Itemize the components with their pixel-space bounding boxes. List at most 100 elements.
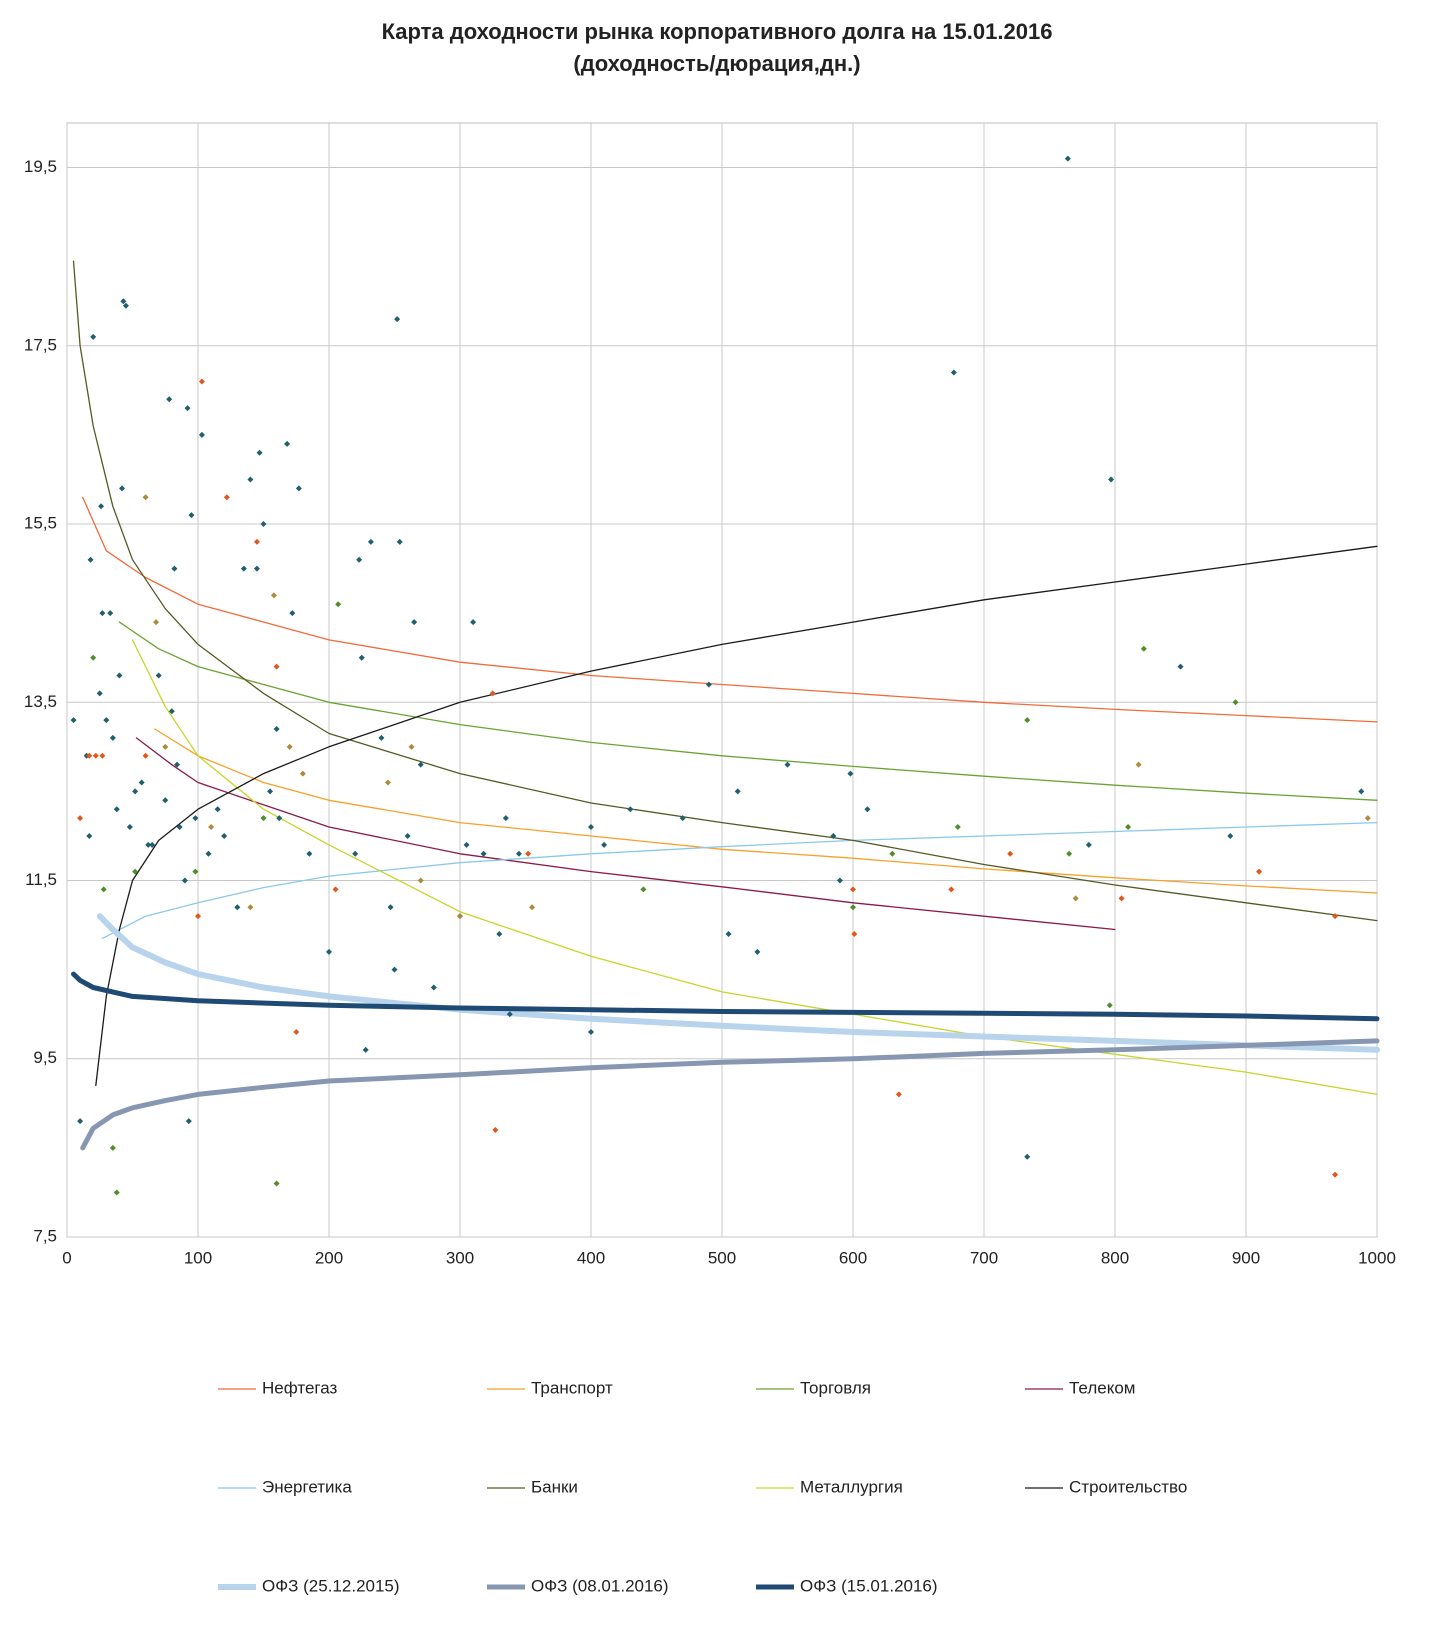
- data-point: [404, 832, 411, 839]
- data-point: [847, 770, 854, 777]
- legend-label: Транспорт: [531, 1378, 613, 1397]
- data-point: [103, 717, 110, 724]
- chart-subtitle: (доходность/дюрация,дн.): [573, 51, 860, 76]
- legend-label: Банки: [531, 1477, 578, 1496]
- data-point: [470, 619, 477, 626]
- data-point: [417, 877, 424, 884]
- data-point: [299, 770, 306, 777]
- data-point: [247, 476, 254, 483]
- y-tick-label: 15,5: [24, 514, 57, 533]
- data-point: [99, 752, 106, 759]
- trend-line: [82, 496, 1378, 723]
- x-tick-label: 800: [1101, 1248, 1129, 1267]
- data-point: [1024, 717, 1031, 724]
- data-point: [850, 886, 856, 893]
- data-point: [260, 815, 267, 822]
- data-point: [457, 913, 463, 920]
- data-point: [126, 824, 133, 831]
- data-point: [356, 556, 363, 563]
- legend-label: Металлургия: [800, 1477, 903, 1496]
- data-point: [284, 440, 291, 447]
- data-point: [830, 832, 837, 839]
- data-point: [1232, 699, 1239, 706]
- data-point: [1125, 824, 1132, 831]
- data-point: [166, 396, 173, 403]
- data-point: [221, 832, 228, 839]
- x-tick-label: 900: [1232, 1248, 1260, 1267]
- data-point: [192, 868, 199, 875]
- y-tick-label: 13,5: [24, 692, 57, 711]
- data-point: [1140, 645, 1147, 652]
- data-point: [1135, 761, 1142, 768]
- data-point: [181, 877, 188, 884]
- chart-title: Карта доходности рынка корпоративного до…: [382, 19, 1053, 44]
- data-point: [417, 761, 424, 768]
- data-point: [267, 788, 274, 795]
- data-point: [851, 930, 858, 937]
- data-point: [86, 752, 93, 759]
- data-point: [411, 619, 418, 626]
- data-point: [489, 690, 496, 697]
- data-point: [640, 886, 647, 893]
- data-point: [208, 824, 215, 831]
- data-point: [705, 681, 712, 688]
- x-tick-label: 700: [970, 1248, 998, 1267]
- data-point: [895, 1091, 902, 1098]
- data-point: [627, 806, 634, 813]
- data-point: [378, 734, 385, 741]
- data-point: [496, 930, 503, 937]
- data-point: [784, 761, 791, 768]
- data-point: [155, 672, 162, 679]
- data-point: [295, 485, 302, 492]
- data-point: [253, 565, 260, 572]
- data-point: [332, 886, 339, 893]
- trend-line: [80, 1038, 1380, 1151]
- data-point: [335, 601, 342, 608]
- data-point: [100, 886, 107, 893]
- legend-label: Строительство: [1069, 1477, 1187, 1496]
- data-point: [70, 717, 77, 724]
- data-point: [948, 886, 955, 893]
- data-point: [77, 815, 84, 822]
- data-point: [214, 806, 221, 813]
- data-point: [430, 984, 437, 991]
- data-point: [734, 788, 741, 795]
- data-point: [293, 1029, 300, 1036]
- data-point: [234, 904, 241, 911]
- data-point: [352, 850, 359, 857]
- data-point: [754, 948, 761, 955]
- data-point: [92, 752, 99, 759]
- data-point: [176, 824, 183, 831]
- data-point: [98, 503, 105, 510]
- legend-label: Торговля: [800, 1378, 871, 1397]
- data-point: [1106, 1002, 1113, 1009]
- trend-line: [96, 913, 1380, 1053]
- data-point: [362, 1046, 369, 1053]
- legend-label: ОФЗ (15.01.2016): [800, 1576, 938, 1595]
- data-point: [515, 850, 522, 857]
- data-point: [240, 565, 247, 572]
- data-point: [588, 1029, 594, 1036]
- data-point: [273, 1180, 280, 1187]
- data-point: [223, 494, 230, 501]
- data-point: [850, 904, 856, 911]
- data-point: [174, 761, 181, 768]
- data-point: [113, 1189, 120, 1196]
- data-point: [109, 1144, 116, 1151]
- trend-line: [101, 821, 1378, 940]
- data-point: [276, 815, 283, 822]
- data-point: [149, 841, 156, 848]
- data-point: [145, 841, 152, 848]
- data-point: [387, 904, 394, 911]
- data-point: [198, 378, 205, 385]
- data-point: [1007, 850, 1014, 857]
- data-point: [408, 743, 415, 750]
- data-point: [96, 690, 103, 697]
- data-point: [205, 850, 212, 857]
- data-point: [119, 485, 126, 492]
- data-point: [679, 815, 686, 822]
- data-point: [1118, 895, 1125, 902]
- y-tick-label: 7,5: [33, 1226, 57, 1245]
- x-tick-label: 500: [708, 1248, 736, 1267]
- data-point: [195, 913, 201, 920]
